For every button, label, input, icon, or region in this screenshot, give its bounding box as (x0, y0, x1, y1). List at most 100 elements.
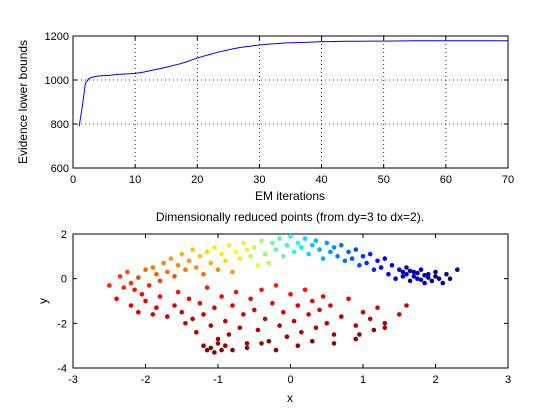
scatter-point (139, 292, 145, 297)
scatter-point (360, 309, 366, 315)
scatter-point (197, 300, 203, 306)
scatter-point (353, 247, 359, 252)
scatter-point (277, 236, 282, 241)
scatter-point (266, 260, 272, 266)
scatter-point (331, 245, 337, 250)
scatter-point (328, 303, 333, 308)
scatter-point (444, 271, 449, 277)
scatter-point (313, 325, 319, 331)
scatter-point (197, 253, 203, 259)
scatter-point (208, 345, 214, 351)
scatter-point (277, 323, 282, 328)
scatter-point (404, 303, 409, 308)
scatter-point (291, 318, 297, 324)
scatter-point (157, 278, 163, 284)
bottom-y-tick-label: -2 (57, 318, 67, 330)
scatter-point (371, 327, 377, 333)
scatter-point (389, 263, 395, 268)
scatter-point (364, 260, 369, 266)
scatter-point (215, 341, 221, 346)
scatter-point (136, 275, 141, 280)
scatter-point (310, 298, 315, 304)
scatter-point (367, 251, 373, 257)
scatter-point (407, 278, 413, 284)
scatter-point (324, 321, 330, 326)
scatter-point (223, 318, 228, 324)
scatter-point (317, 307, 322, 313)
bottom-x-tick-label: 1 (360, 374, 366, 386)
top-plot-frame (72, 35, 509, 169)
bottom-x-axis-label: x (287, 391, 293, 405)
scatter-point (150, 265, 156, 270)
top-grid (73, 36, 508, 168)
scatter-point (295, 240, 301, 246)
scatter-point (252, 307, 257, 313)
scatter-point (357, 263, 362, 268)
scatter-point (190, 247, 195, 252)
scatter-point (186, 258, 192, 264)
scatter-point (212, 245, 217, 250)
scatter-point (331, 332, 337, 337)
scatter-point (201, 343, 206, 349)
scatter-point (426, 271, 431, 277)
scatter-point (313, 238, 319, 243)
scatter-point (306, 312, 311, 317)
scatter-point (400, 269, 406, 275)
scatter-point (259, 287, 264, 293)
scatter-point (422, 280, 427, 286)
scatter-point (194, 330, 199, 335)
scatter-point (349, 256, 355, 261)
scatter-point (310, 338, 315, 344)
scatter-point (259, 238, 264, 243)
scatter-point (375, 305, 380, 311)
scatter-point (418, 277, 424, 283)
scatter-point (248, 253, 253, 259)
scatter-point (179, 309, 185, 315)
scatter-point (230, 303, 235, 308)
top-plot: 0 10 20 30 40 50 60 70 600 800 1000 1200 EM iterati… (16, 31, 514, 203)
scatter-point (172, 274, 177, 279)
scatter-point (415, 270, 420, 276)
bottom-x-tick-label: -2 (141, 374, 151, 386)
scatter-point (433, 274, 438, 279)
scatter-point (165, 269, 170, 275)
scatter-point (288, 292, 293, 297)
scatter-point (223, 343, 228, 349)
top-y-tick-label: 1200 (45, 31, 69, 43)
scatter-point (132, 287, 137, 293)
scatter-point (244, 345, 250, 351)
scatter-point (400, 274, 406, 279)
elbo-series-line (78, 40, 508, 127)
scatter-point (223, 258, 228, 264)
scatter-point (288, 233, 293, 239)
scatter-point (302, 287, 308, 293)
scatter-point (411, 274, 417, 279)
scatter-point (426, 275, 431, 280)
scatter-point (422, 273, 427, 278)
scatter-point (215, 336, 221, 342)
scatter-point (378, 265, 384, 270)
scatter-point (136, 309, 141, 315)
scatter-point (335, 253, 340, 259)
scatter-point (259, 341, 264, 346)
scatter-point (317, 247, 322, 252)
bottom-y-tick-label: -4 (57, 363, 67, 375)
scatter-point (146, 283, 152, 288)
scatter-point (382, 256, 388, 261)
top-y-tick-label: 800 (51, 119, 69, 131)
scatter-point (281, 253, 286, 259)
scatter-point (302, 236, 308, 241)
scatter-point (404, 271, 409, 277)
scatter-point (310, 242, 315, 248)
scatter-point (411, 269, 417, 275)
scatter-point (342, 258, 348, 264)
bottom-x-tick-label: -1 (213, 374, 223, 386)
scatter-point (291, 249, 297, 255)
scatter-point (244, 341, 250, 346)
scatter-point (128, 303, 134, 308)
scatter-points (107, 233, 460, 355)
scatter-point (226, 332, 232, 337)
scatter-point (161, 260, 166, 266)
scatter-point (237, 325, 243, 331)
scatter-point (266, 338, 272, 344)
